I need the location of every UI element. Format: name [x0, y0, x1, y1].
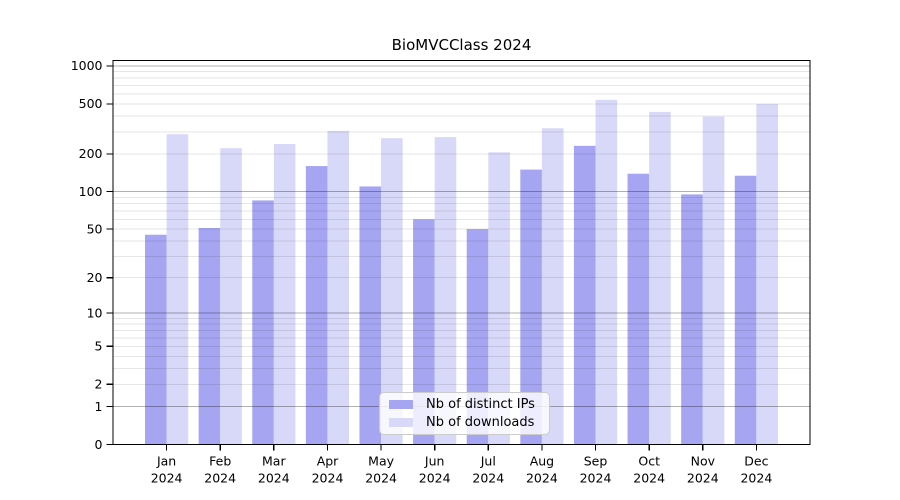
x-tick-label-feb: Feb 2024 — [204, 454, 236, 486]
y-tick-label-500: 500 — [79, 96, 103, 111]
x-tick-label-oct: Oct 2024 — [633, 454, 665, 486]
bar-downloads-mar — [273, 143, 296, 445]
plot-frame — [112, 59, 811, 446]
bar-distinct-ips-dec — [734, 175, 757, 445]
bar-distinct-ips-jul — [466, 229, 489, 445]
bar-distinct-ips-jan — [145, 234, 167, 445]
y-tick-label-5: 5 — [95, 339, 103, 354]
bar-downloads-jun — [434, 137, 457, 445]
y-tick-label-20: 20 — [87, 270, 103, 285]
chart-title: BioMVCClass 2024 — [391, 36, 532, 54]
x-tick-label-may: May 2024 — [365, 454, 397, 486]
bar-distinct-ips-nov — [681, 194, 703, 445]
y-tick-label-2: 2 — [95, 377, 103, 392]
y-tick-label-1: 1 — [95, 399, 103, 414]
bar-downloads-aug — [541, 128, 564, 445]
bar-downloads-sep — [595, 99, 618, 445]
bar-distinct-ips-sep — [573, 145, 596, 445]
x-tick-label-jun: Jun 2024 — [419, 454, 451, 486]
x-tick-label-mar: Mar 2024 — [258, 454, 290, 486]
bar-distinct-ips-feb — [198, 228, 221, 445]
x-tick-label-aug: Aug 2024 — [526, 454, 558, 486]
gridlines-group — [113, 65, 810, 407]
bar-distinct-ips-aug — [520, 169, 542, 445]
bar-downloads-jul — [488, 152, 510, 445]
legend-swatch-downloads — [389, 418, 413, 428]
y-tick-label-50: 50 — [87, 221, 103, 236]
x-tick-label-jul: Jul 2024 — [472, 454, 504, 486]
bar-distinct-ips-apr — [305, 166, 328, 445]
legend-item-distinct-ips: Nb of distinct IPs — [389, 397, 549, 412]
bar-downloads-apr — [327, 130, 350, 445]
bar-distinct-ips-may — [359, 186, 382, 445]
x-tick-label-jan: Jan 2024 — [151, 454, 183, 486]
bar-downloads-nov — [702, 116, 725, 445]
x-tick-label-nov: Nov 2024 — [687, 454, 719, 486]
legend-item-downloads: Nb of downloads — [389, 415, 549, 430]
bar-downloads-dec — [756, 103, 778, 445]
bar-downloads-feb — [220, 148, 242, 445]
bar-distinct-ips-jun — [413, 219, 435, 445]
legend: Nb of distinct IPs Nb of downloads — [379, 392, 550, 435]
y-tick-label-1000: 1000 — [71, 58, 103, 73]
x-tick-label-dec: Dec 2024 — [740, 454, 772, 486]
y-tick-label-200: 200 — [79, 146, 103, 161]
bar-downloads-jan — [166, 134, 189, 445]
y-axis: 0 1 2 5 10 20 50 100 200 500 1000 — [71, 58, 113, 452]
x-tick-label-sep: Sep 2024 — [580, 454, 612, 486]
y-tick-label-10: 10 — [87, 305, 103, 320]
bar-distinct-ips-oct — [627, 173, 650, 445]
x-axis: Jan 2024 Feb 2024 Mar 2024 Apr 2024 May 2024 Jun 20… — [151, 444, 772, 486]
bar-downloads-may — [381, 138, 403, 445]
legend-label-downloads: Nb of downloads — [426, 415, 535, 431]
x-tick-label-apr: Apr 2024 — [312, 454, 344, 486]
bars-group — [145, 99, 778, 445]
legend-swatch-distinct-ips — [389, 399, 413, 409]
y-tick-label-100: 100 — [79, 184, 103, 199]
bar-distinct-ips-mar — [252, 200, 274, 445]
legend-label-distinct-ips: Nb of distinct IPs — [426, 396, 535, 412]
y-tick-label-0: 0 — [95, 437, 103, 452]
